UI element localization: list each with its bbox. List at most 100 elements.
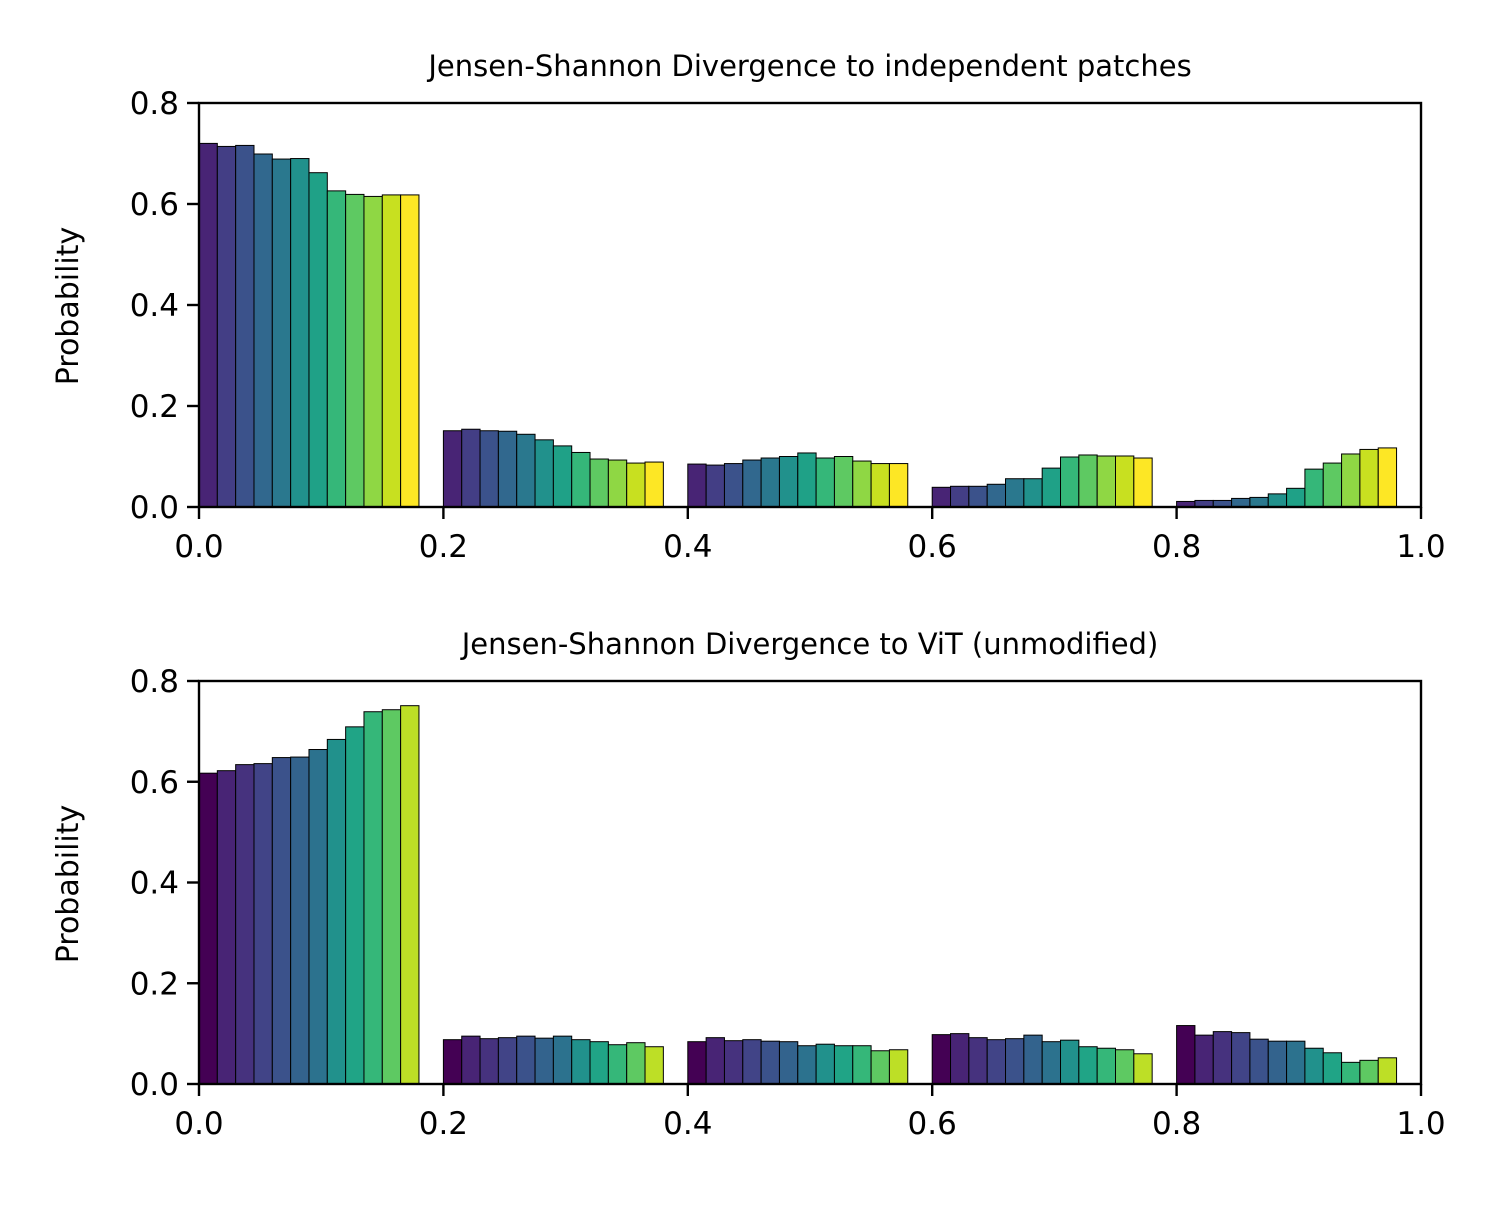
x-tick-label: 1.0 bbox=[1396, 1106, 1445, 1142]
y-tick-label: 0.2 bbox=[130, 389, 179, 425]
bar-bin2-5 bbox=[778, 456, 799, 508]
y-axis: 0.0 0.2 0.4 0.6 0.8 bbox=[130, 86, 199, 526]
panel-vit-unmodified: Jensen-Shannon Divergence to ViT (unmodi… bbox=[51, 627, 1446, 1142]
bar-bin3-9 bbox=[1096, 1047, 1117, 1085]
bar-bin2-8 bbox=[833, 456, 854, 508]
bar-bin1-5 bbox=[534, 439, 554, 508]
x-tick-label: 0.2 bbox=[419, 1106, 468, 1142]
bar-bin2-2 bbox=[723, 1040, 744, 1085]
x-tick-label: 0.4 bbox=[663, 529, 712, 565]
bar-bin2-11 bbox=[888, 463, 909, 508]
bar-bin2-10 bbox=[870, 1050, 890, 1085]
bar-bin3-7 bbox=[1060, 456, 1080, 508]
bar-bin0-9 bbox=[363, 195, 383, 508]
bar-bin4-10 bbox=[1359, 448, 1379, 508]
bar-bin2-4 bbox=[760, 457, 780, 508]
bar-bin3-11 bbox=[1133, 1053, 1153, 1085]
bar-bin0-10 bbox=[381, 194, 402, 508]
bar-bin1-11 bbox=[644, 461, 664, 508]
bar-bin2-10 bbox=[870, 463, 890, 508]
bar-bin0-4 bbox=[271, 757, 292, 1085]
bar-bin4-8 bbox=[1322, 462, 1343, 508]
bar-bin1-8 bbox=[589, 458, 609, 508]
bar-bin3-1 bbox=[950, 1033, 970, 1085]
bar-bin2-9 bbox=[852, 1045, 872, 1085]
bar-bin3-3 bbox=[986, 1039, 1007, 1085]
bar-bin0-6 bbox=[308, 172, 328, 508]
bar-bin3-7 bbox=[1060, 1039, 1080, 1085]
bar-bin0-9 bbox=[363, 711, 383, 1085]
bar-bin1-11 bbox=[644, 1046, 664, 1085]
bar-bin1-5 bbox=[534, 1037, 554, 1085]
bar-bin4-6 bbox=[1286, 1040, 1306, 1085]
bar-bin3-5 bbox=[1023, 1034, 1043, 1085]
y-axis-label: Probability bbox=[51, 227, 86, 386]
x-tick-label: 0.0 bbox=[174, 1106, 223, 1142]
bar-bin4-9 bbox=[1341, 1061, 1361, 1085]
bar-bin0-5 bbox=[290, 158, 310, 508]
bar-bin1-6 bbox=[552, 1035, 573, 1085]
bar-bin0-4 bbox=[271, 158, 292, 508]
bar-bin1-3 bbox=[497, 1037, 518, 1085]
bar-bin4-4 bbox=[1249, 1038, 1269, 1085]
y-tick-label: 0.0 bbox=[130, 1067, 179, 1103]
bar-bin0-7 bbox=[326, 190, 347, 508]
bar-bin2-11 bbox=[888, 1049, 909, 1085]
bar-bin1-2 bbox=[479, 430, 499, 508]
bar-bin1-10 bbox=[626, 462, 646, 508]
bar-bin3-11 bbox=[1133, 457, 1153, 508]
bar-bin0-2 bbox=[235, 764, 255, 1085]
y-tick-label: 0.8 bbox=[130, 664, 179, 700]
chart-title: Jensen-Shannon Divergence to independent… bbox=[426, 49, 1191, 83]
bar-bin0-8 bbox=[345, 193, 365, 508]
bar-bin2-2 bbox=[723, 463, 744, 508]
bar-bin2-0 bbox=[687, 1041, 707, 1085]
bar-bin1-4 bbox=[516, 1035, 536, 1085]
bar-bin4-0 bbox=[1176, 1025, 1196, 1085]
bar-bin2-6 bbox=[797, 1045, 817, 1085]
bar-bin4-2 bbox=[1212, 1031, 1233, 1085]
bar-bin2-9 bbox=[852, 460, 872, 508]
x-tick-label: 0.4 bbox=[663, 1106, 712, 1142]
bar-bin0-5 bbox=[290, 756, 310, 1085]
bar-bin3-1 bbox=[950, 485, 970, 508]
bar-bin4-4 bbox=[1249, 496, 1269, 508]
y-tick-label: 0.4 bbox=[130, 288, 179, 324]
x-tick-label: 0.8 bbox=[1152, 1106, 1201, 1142]
bar-bin3-10 bbox=[1115, 455, 1135, 508]
y-axis-label: Probability bbox=[51, 805, 86, 964]
bar-bin4-8 bbox=[1322, 1052, 1343, 1085]
bar-bin1-4 bbox=[516, 433, 536, 508]
x-tick-label: 0.6 bbox=[908, 529, 957, 565]
bar-series bbox=[198, 705, 1398, 1085]
bar-bin1-10 bbox=[626, 1042, 646, 1085]
bar-bin0-3 bbox=[253, 763, 273, 1085]
bar-bin3-6 bbox=[1041, 467, 1062, 508]
bar-bin4-6 bbox=[1286, 487, 1306, 508]
bar-bin2-7 bbox=[815, 1043, 835, 1085]
bar-series bbox=[198, 142, 1398, 508]
bar-bin2-1 bbox=[705, 464, 725, 508]
x-tick-label: 0.2 bbox=[419, 529, 468, 565]
x-axis: 0.0 0.2 0.4 0.6 0.8 1.0 bbox=[174, 507, 1446, 565]
x-tick-label: 0.8 bbox=[1152, 529, 1201, 565]
bar-bin2-1 bbox=[705, 1037, 725, 1085]
bar-bin3-4 bbox=[1005, 478, 1025, 508]
bar-bin0-8 bbox=[345, 726, 365, 1085]
bar-bin3-0 bbox=[931, 486, 952, 508]
bar-bin2-7 bbox=[815, 457, 835, 508]
chart-title: Jensen-Shannon Divergence to ViT (unmodi… bbox=[460, 627, 1159, 661]
bar-bin3-10 bbox=[1115, 1049, 1135, 1085]
bar-bin0-7 bbox=[326, 738, 347, 1085]
x-tick-label: 0.0 bbox=[174, 529, 223, 565]
bar-bin3-5 bbox=[1023, 478, 1043, 508]
y-tick-label: 0.0 bbox=[130, 490, 179, 526]
x-tick-label: 1.0 bbox=[1396, 529, 1445, 565]
x-axis: 0.0 0.2 0.4 0.6 0.8 1.0 bbox=[174, 1084, 1446, 1142]
bar-bin1-7 bbox=[571, 451, 591, 508]
bar-bin3-0 bbox=[931, 1034, 952, 1085]
bar-bin2-4 bbox=[760, 1040, 780, 1085]
bar-bin3-3 bbox=[986, 483, 1007, 508]
